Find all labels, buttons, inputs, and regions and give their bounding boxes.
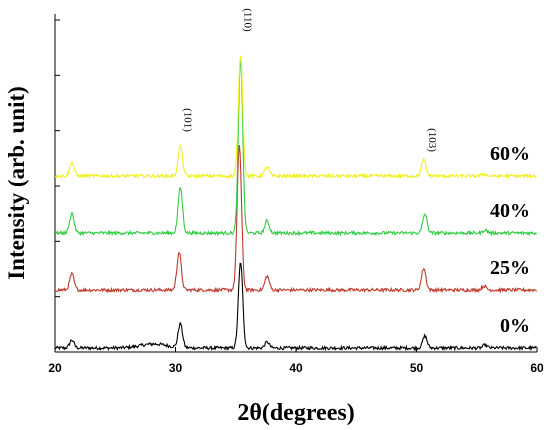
plot-area: 20 30 40 50 60 0% 25% 40% 60% (101) (110) (103) [48,8,544,375]
series-label: 25% [490,257,530,279]
x-tick-label: 50 [410,361,424,375]
series-line [54,55,537,180]
x-axis-title: 2θ(degrees) [237,400,354,426]
x-tick-label: 40 [289,361,303,375]
series-label: 40% [490,200,530,222]
x-tick-label: 60 [530,361,544,375]
series-layer: 0% 25% 40% 60% [54,55,537,352]
series-line [54,262,537,352]
series-label: 0% [500,315,530,337]
annotation-layer: (101) (110) (103) [181,8,438,152]
x-ticks: 20 30 40 50 60 [48,347,544,375]
peak-annotation: (103) [426,128,438,152]
peak-annotation: (110) [242,8,254,32]
series-label: 60% [490,143,530,165]
y-axis-title: Intensity (arb. unit) [4,86,29,280]
peak-annotation: (101) [181,108,193,132]
x-tick-label: 20 [48,361,62,375]
x-tick-label: 30 [169,361,183,375]
series-line [54,57,537,237]
series-line [54,145,537,294]
y-ticks [55,19,60,353]
